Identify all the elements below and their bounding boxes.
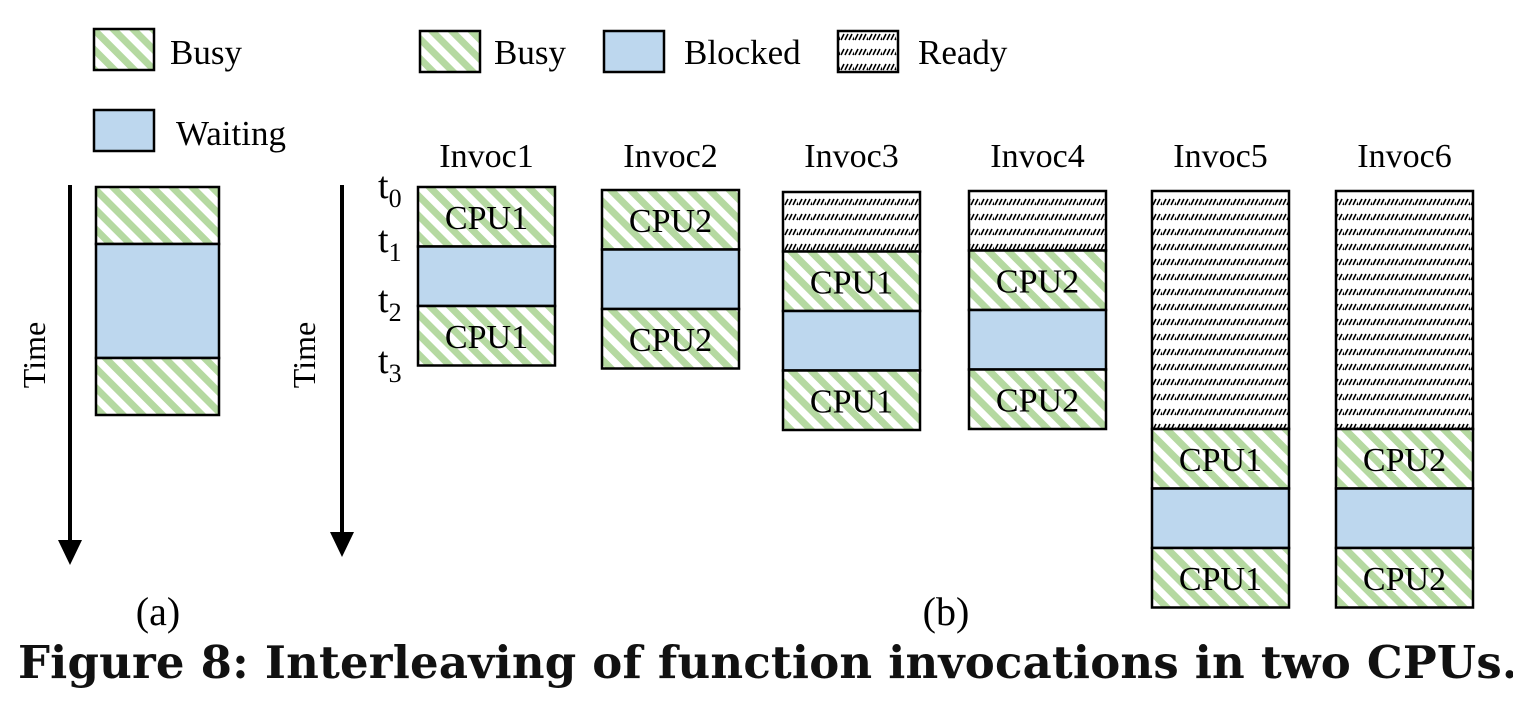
- column-a-segment-blocked: [94, 242, 221, 360]
- time-arrowhead-a: [58, 540, 82, 565]
- time-tick-base: t: [378, 219, 389, 261]
- invocation-1-cpu-label: CPU1: [445, 200, 528, 237]
- invocation-3-segment-busy: [781, 369, 922, 432]
- panel-label-b: (b): [923, 589, 970, 634]
- invocation-4-segment-blocked: [967, 308, 1108, 371]
- legend-label-busy: Busy: [494, 33, 566, 72]
- legend-label-waiting: Waiting: [176, 114, 286, 153]
- time-tick-t1: t1: [378, 219, 402, 267]
- invocation-4-cpu-label: CPU2: [996, 263, 1079, 300]
- legend-label-busy: Busy: [170, 33, 242, 72]
- invocation-2-segment-blocked: [600, 248, 741, 311]
- legend-swatch-waiting: [92, 108, 156, 153]
- column-a-segment-busy: [94, 356, 221, 417]
- invocation-2-segment-busy: [600, 307, 741, 370]
- invocation-title: Invoc1: [439, 138, 533, 175]
- legend-swatch-busy: [418, 29, 482, 74]
- invocation-6-cpu-label: CPU2: [1363, 442, 1446, 479]
- invocation-1-segment-busy: [416, 304, 557, 367]
- time-tick-base: t: [378, 165, 389, 207]
- time-tick-subscript: 3: [389, 359, 402, 388]
- invocation-3: Invoc3 CPU1 CPU1: [781, 138, 922, 432]
- invocation-4-segment-busy: [967, 368, 1108, 431]
- invocation-6-cpu-label: CPU2: [1363, 561, 1446, 598]
- interleaving-diagram: Busy Waiting Time (a) Busy Blocked Ready Ti…: [16, 27, 1475, 634]
- invocation-3-cpu-label: CPU1: [810, 383, 893, 420]
- panel-a: Busy Waiting Time (a): [16, 27, 286, 634]
- invocation-2: Invoc2 CPU2 CPU2: [600, 138, 741, 370]
- time-tick-subscript: 2: [389, 298, 402, 327]
- time-tick-base: t: [378, 279, 389, 321]
- time-label-b: Time: [286, 322, 322, 388]
- panel-label-a: (a): [136, 589, 180, 634]
- time-label-a: Time: [16, 322, 52, 388]
- invocation-5-cpu-label: CPU1: [1179, 442, 1262, 479]
- invocation-4-segment-busy: [967, 249, 1108, 312]
- invocation-1-segment-blocked: [416, 245, 557, 308]
- invocation-6: Invoc6 CPU2 CPU2: [1334, 138, 1475, 609]
- column-a: [94, 185, 221, 417]
- invocation-6-segment-busy: [1334, 546, 1475, 609]
- invocation-title: Invoc6: [1357, 138, 1451, 175]
- legend-swatch-blocked: [602, 29, 666, 74]
- figure-caption: Figure 8: Interleaving of function invoc…: [18, 636, 1513, 689]
- invocation-6-segment-ready: [1334, 189, 1475, 431]
- time-arrowhead-b: [330, 532, 354, 557]
- time-tick-t3: t3: [378, 340, 402, 388]
- invocation-1: Invoc1 CPU1 CPU1: [416, 138, 557, 367]
- legend-label-ready: Ready: [918, 33, 1008, 72]
- invocation-title: Invoc4: [990, 138, 1084, 175]
- invocation-title: Invoc3: [804, 138, 898, 175]
- invocation-5-cpu-label: CPU1: [1179, 561, 1262, 598]
- invocation-1-cpu-label: CPU1: [445, 319, 528, 356]
- invocation-3-segment-ready: [781, 190, 922, 253]
- invocation-4-segment-ready: [967, 189, 1108, 252]
- time-tick-t0: t0: [378, 165, 402, 213]
- invocation-columns: Invoc1 CPU1 CPU1 Invoc2 CPU2 CPU2 Invoc3 CPU1 CP…: [416, 138, 1475, 609]
- time-tick-base: t: [378, 340, 389, 382]
- invocation-3-segment-busy: [781, 250, 922, 313]
- time-tick-subscript: 0: [389, 184, 402, 213]
- invocation-5-segment-busy: [1150, 546, 1291, 609]
- invocation-title: Invoc2: [623, 138, 717, 175]
- invocation-3-segment-blocked: [781, 309, 922, 372]
- invocation-6-segment-busy: [1334, 427, 1475, 490]
- time-tick-subscript: 1: [389, 238, 402, 267]
- invocation-1-segment-busy: [416, 185, 557, 248]
- time-tick-t2: t2: [378, 279, 402, 327]
- invocation-4: Invoc4 CPU2 CPU2: [967, 138, 1108, 431]
- legend-swatch-busy: [92, 27, 156, 72]
- invocation-5-segment-blocked: [1150, 487, 1291, 550]
- invocation-6-segment-blocked: [1334, 487, 1475, 550]
- invocation-2-cpu-label: CPU2: [629, 203, 712, 240]
- invocation-3-cpu-label: CPU1: [810, 264, 893, 301]
- invocation-5: Invoc5 CPU1 CPU1: [1150, 138, 1291, 609]
- legend-a: Busy Waiting: [92, 27, 286, 153]
- invocation-5-segment-ready: [1150, 189, 1291, 431]
- legend-label-blocked: Blocked: [684, 33, 801, 72]
- legend-swatch-ready: [836, 29, 900, 74]
- invocation-4-cpu-label: CPU2: [996, 382, 1079, 419]
- column-a-segment-busy: [94, 185, 221, 246]
- invocation-2-cpu-label: CPU2: [629, 322, 712, 359]
- invocation-title: Invoc5: [1173, 138, 1267, 175]
- invocation-2-segment-busy: [600, 188, 741, 251]
- legend-b: Busy Blocked Ready: [418, 29, 1008, 74]
